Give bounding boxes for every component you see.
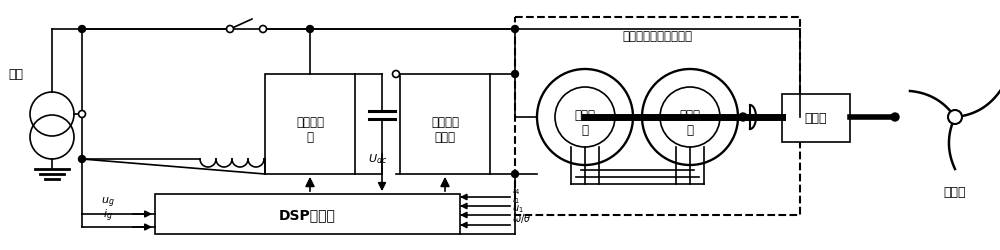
Bar (155, 194, 460, 234)
Text: 电网: 电网 (8, 68, 23, 81)
Text: $i_4$: $i_4$ (512, 182, 521, 196)
Circle shape (226, 26, 234, 33)
Circle shape (392, 71, 400, 78)
Circle shape (739, 114, 747, 122)
Circle shape (948, 110, 962, 124)
Text: $i_g$: $i_g$ (103, 207, 113, 223)
Text: 级联式无刷双馈发电机: 级联式无刷双馈发电机 (622, 30, 692, 43)
Circle shape (78, 26, 86, 33)
Circle shape (260, 26, 266, 33)
Circle shape (512, 26, 518, 33)
Circle shape (78, 111, 86, 118)
Text: 控制电机
逆变器: 控制电机 逆变器 (431, 116, 459, 143)
Circle shape (78, 156, 86, 163)
Circle shape (512, 71, 518, 78)
Text: 风力机: 风力机 (944, 185, 966, 198)
Circle shape (512, 171, 518, 178)
Text: $u_g$: $u_g$ (101, 195, 115, 209)
Text: DSP控制器: DSP控制器 (279, 207, 336, 221)
Text: $i_1$: $i_1$ (512, 192, 520, 205)
Text: 变速箱: 变速箱 (805, 112, 827, 125)
Text: 功率电
机: 功率电 机 (680, 108, 700, 136)
Circle shape (891, 114, 899, 122)
Text: $U_{dc}$: $U_{dc}$ (368, 152, 387, 165)
Bar (400, 75, 490, 174)
Text: $\omega/\theta$: $\omega/\theta$ (512, 211, 531, 224)
Text: 网侧整流
器: 网侧整流 器 (296, 116, 324, 143)
Circle shape (306, 26, 314, 33)
Text: $u_1$: $u_1$ (512, 202, 524, 214)
Text: 控制电
机: 控制电 机 (574, 108, 596, 136)
Bar (515, 18, 800, 215)
Bar (782, 94, 850, 142)
Bar (265, 75, 355, 174)
